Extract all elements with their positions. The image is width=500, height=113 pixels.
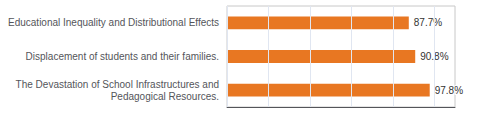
svg-text:87.7%: 87.7% <box>414 17 442 28</box>
svg-text:Pedagogical Resources.: Pedagogical Resources. <box>111 91 219 102</box>
svg-text:Displacement of students and t: Displacement of students and their famil… <box>26 51 219 62</box>
svg-text:97.8%: 97.8% <box>435 85 463 96</box>
svg-text:The Devastation of School Infr: The Devastation of School Infrastructure… <box>16 79 219 90</box>
svg-text:90.8%: 90.8% <box>420 51 449 62</box>
svg-text:Educational Inequality and Dis: Educational Inequality and Distributiona… <box>8 17 219 28</box>
